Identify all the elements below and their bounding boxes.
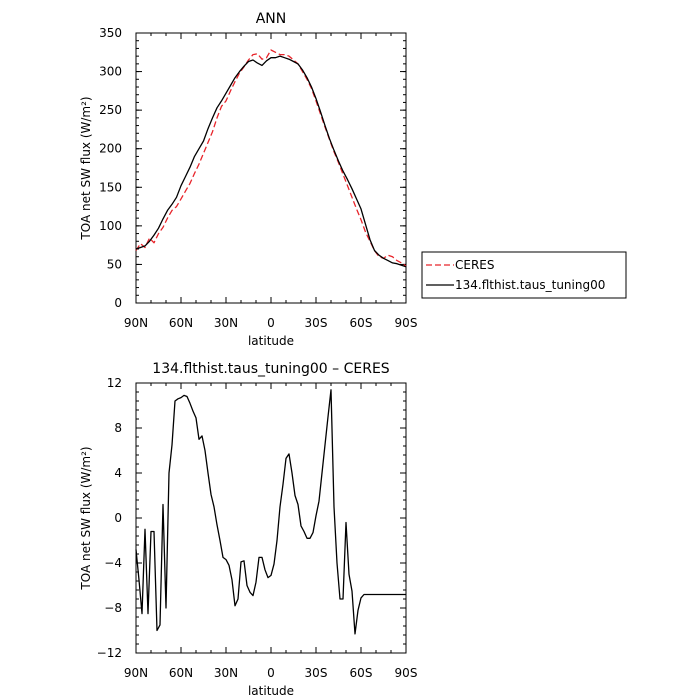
x-tick-label: 30N xyxy=(214,666,238,680)
y-tick-label: 150 xyxy=(99,180,122,194)
legend-label-2: 134.flthist.taus_tuning00 xyxy=(455,278,605,292)
y-tick-label: 0 xyxy=(114,296,122,310)
x-tick-label: 60N xyxy=(169,666,193,680)
plot-title: 134.flthist.taus_tuning00 – CERES xyxy=(152,361,390,377)
y-tick-label: 100 xyxy=(99,219,122,233)
x-tick-label: 90S xyxy=(395,316,418,330)
plot-frame xyxy=(135,382,407,654)
series-line-1 xyxy=(135,389,406,635)
x-tick-label: 90N xyxy=(124,666,148,680)
y-tick-label: 50 xyxy=(107,257,122,271)
series-line-2 xyxy=(135,55,407,268)
y-tick-label: −8 xyxy=(104,601,122,615)
x-tick-label: 30S xyxy=(305,316,328,330)
plot-title: ANN xyxy=(256,11,287,27)
legend-box xyxy=(421,251,627,299)
legend: CERES 134.flthist.taus_tuning00 xyxy=(421,251,627,299)
x-tick-label: 30S xyxy=(305,666,328,680)
series-line-1 xyxy=(135,49,407,267)
y-tick-label: −4 xyxy=(104,556,122,570)
y-tick-label: 8 xyxy=(114,421,122,435)
x-tick-label: 0 xyxy=(267,666,275,680)
y-tick-label: 350 xyxy=(99,26,122,40)
x-tick-label: 60S xyxy=(350,666,373,680)
x-tick-label: 90S xyxy=(395,666,418,680)
x-axis-title: latitude xyxy=(248,684,294,698)
y-axis-title: TOA net SW flux (W/m²) xyxy=(79,96,93,240)
y-tick-label: 200 xyxy=(99,142,122,156)
x-tick-label: 60S xyxy=(350,316,373,330)
y-tick-label: 4 xyxy=(114,466,122,480)
plot-frame xyxy=(135,32,407,304)
panel-1: ANN 90N 60N 30N 0 30S 60S 90S 0 50 100 150 200 250 300… xyxy=(79,11,627,348)
x-tick-label: 60N xyxy=(169,316,193,330)
x-tick-label: 90N xyxy=(124,316,148,330)
y-tick-label: 0 xyxy=(114,511,122,525)
panel-2: 134.flthist.taus_tuning00 – CERES 90N 60N 3… xyxy=(79,361,417,698)
legend-label-1: CERES xyxy=(455,258,495,272)
y-tick-label: 250 xyxy=(99,103,122,117)
y-tick-label: 300 xyxy=(99,65,122,79)
y-tick-label: −12 xyxy=(97,646,122,660)
x-axis-title: latitude xyxy=(248,334,294,348)
x-tick-label: 0 xyxy=(267,316,275,330)
y-tick-label: 12 xyxy=(107,376,122,390)
x-tick-label: 30N xyxy=(214,316,238,330)
y-axis-title: TOA net SW flux (W/m²) xyxy=(79,446,93,590)
